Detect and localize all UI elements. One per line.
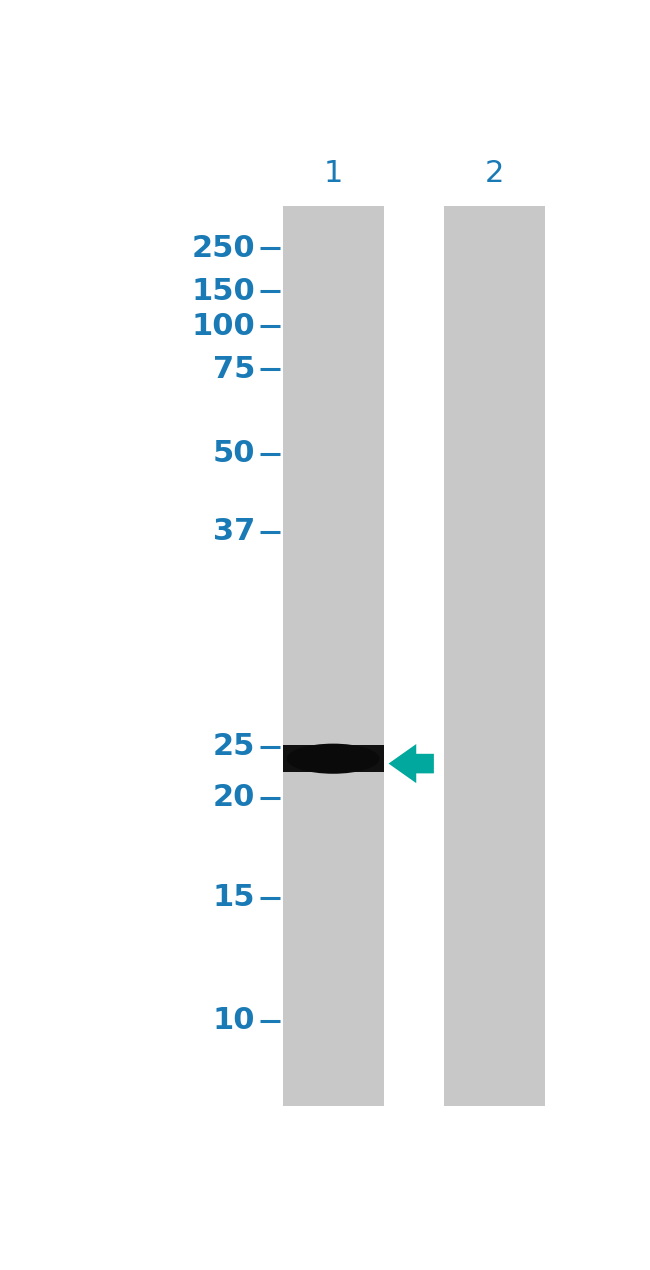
Bar (283, 745, 384, 772)
Text: 50: 50 (213, 439, 255, 469)
Text: 15: 15 (213, 883, 255, 912)
Bar (283, 206, 384, 1106)
Text: 75: 75 (213, 356, 255, 384)
Text: 20: 20 (213, 784, 255, 813)
Text: 2: 2 (485, 160, 504, 188)
Text: 150: 150 (191, 277, 255, 306)
Text: 37: 37 (213, 517, 255, 546)
Bar (444, 206, 545, 1106)
Text: 250: 250 (191, 234, 255, 263)
Text: 25: 25 (213, 733, 255, 762)
Text: 100: 100 (191, 312, 255, 340)
Ellipse shape (287, 744, 380, 773)
Text: 10: 10 (213, 1006, 255, 1035)
FancyArrow shape (389, 744, 434, 784)
Text: 1: 1 (324, 160, 343, 188)
